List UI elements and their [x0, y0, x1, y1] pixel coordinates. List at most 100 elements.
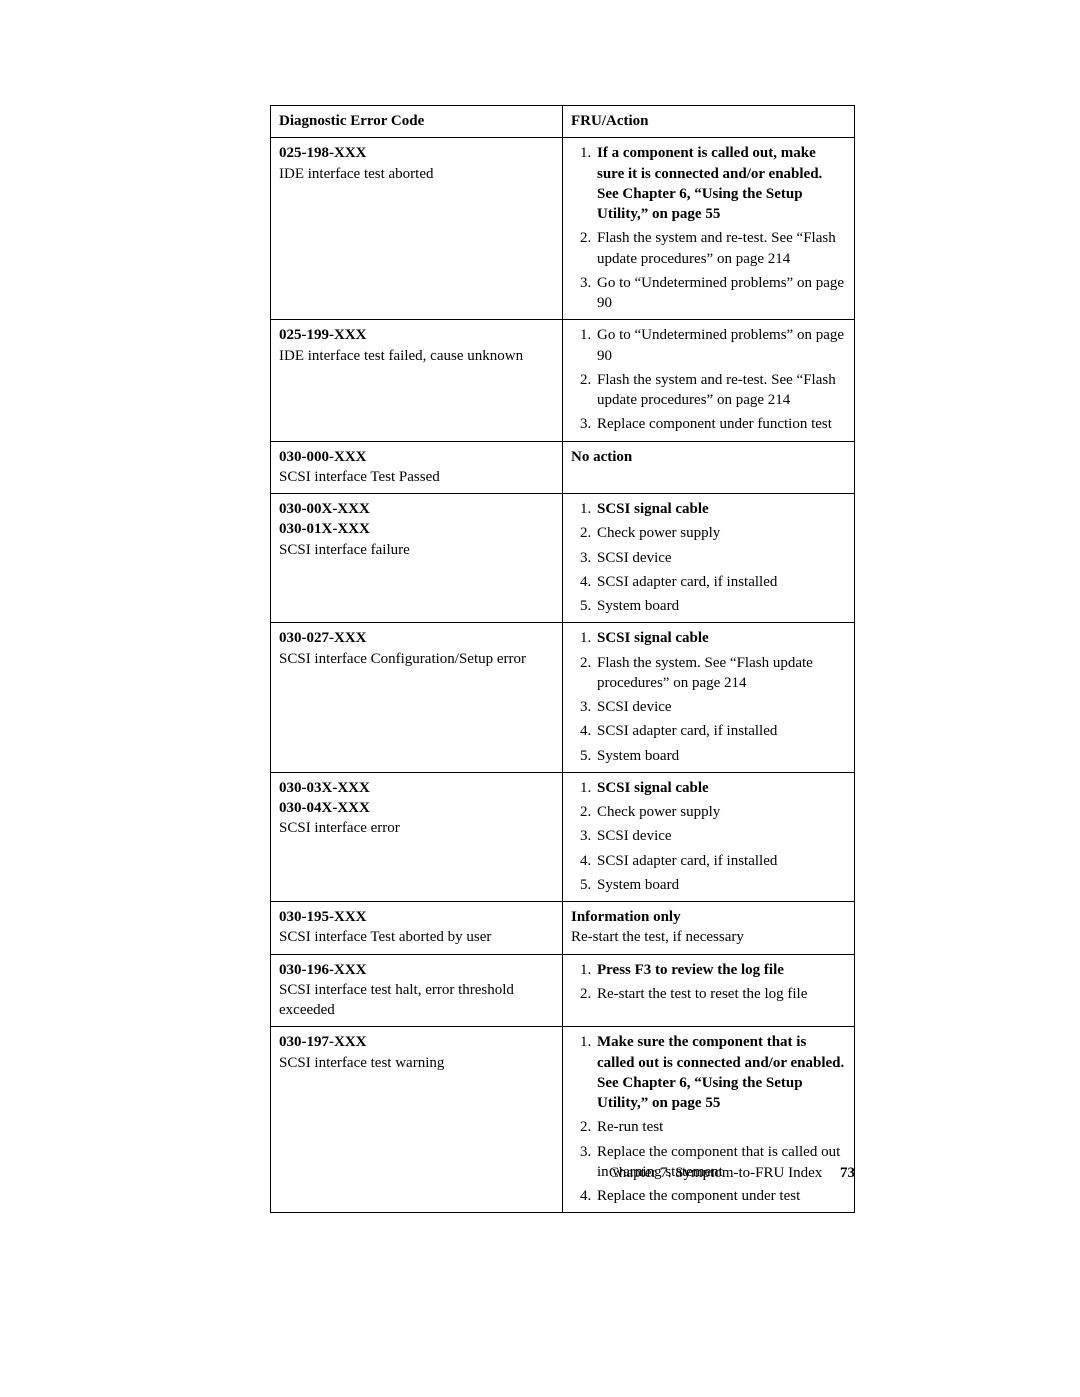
error-code: 030-197-XXX	[279, 1032, 554, 1052]
action-item: Press F3 to review the log file	[595, 960, 846, 980]
action-item-text: Re-start the test to reset the log file	[597, 986, 807, 1002]
error-code: 030-196-XXX	[279, 960, 554, 980]
action-item: Check power supply	[595, 802, 846, 822]
action-item: SCSI signal cable	[595, 499, 846, 519]
action-item: SCSI adapter card, if installed	[595, 572, 846, 592]
table-row: 025-199-XXXIDE interface test failed, ca…	[271, 320, 855, 441]
error-desc: SCSI interface error	[279, 818, 554, 838]
action-item: SCSI device	[595, 548, 846, 568]
error-desc: SCSI interface Test Passed	[279, 467, 554, 487]
action-item: Flash the system and re-test. See “Flash…	[595, 228, 846, 269]
error-code: 030-027-XXX	[279, 628, 554, 648]
error-desc: SCSI interface test halt, error threshol…	[279, 980, 554, 1021]
action-item: SCSI adapter card, if installed	[595, 721, 846, 741]
error-desc: SCSI interface Configuration/Setup error	[279, 649, 554, 669]
action-item-text: Press F3 to review the log file	[597, 962, 784, 978]
action-list: SCSI signal cable Flash the system. See “…	[571, 628, 846, 766]
action-item-text: SCSI signal cable	[597, 630, 709, 646]
action-item: Flash the system. See “Flash update proc…	[595, 653, 846, 694]
action-item-text: SCSI adapter card, if installed	[597, 853, 777, 869]
error-desc: IDE interface test failed, cause unknown	[279, 346, 554, 366]
action-item-text: Flash the system and re-test. See “Flash…	[597, 230, 836, 266]
col-header-action: FRU/Action	[563, 106, 855, 138]
action-cell: No action	[563, 441, 855, 494]
action-item: System board	[595, 596, 846, 616]
table-row: 030-196-XXXSCSI interface test halt, err…	[271, 954, 855, 1027]
action-item-text: SCSI device	[597, 550, 672, 566]
table-row: 030-027-XXXSCSI interface Configuration/…	[271, 623, 855, 773]
error-desc: SCSI interface failure	[279, 540, 554, 560]
diagnostic-cell: 030-027-XXXSCSI interface Configuration/…	[271, 623, 563, 773]
table-row: 030-000-XXXSCSI interface Test Passed No …	[271, 441, 855, 494]
action-item-text: System board	[597, 598, 679, 614]
action-item: Re-start the test to reset the log file	[595, 984, 846, 1004]
action-item-text: Replace the component under test	[597, 1188, 800, 1204]
page-footer: Chapter 7. Symptom-to-FRU Index 73	[609, 1165, 855, 1182]
col-header-diagnostic: Diagnostic Error Code	[271, 106, 563, 138]
action-item: SCSI device	[595, 697, 846, 717]
action-item-text: System board	[597, 748, 679, 764]
error-code: 030-01X-XXX	[279, 519, 554, 539]
action-item: System board	[595, 746, 846, 766]
action-item: System board	[595, 875, 846, 895]
action-item: Flash the system and re-test. See “Flash…	[595, 370, 846, 411]
action-item-text: Re-run test	[597, 1119, 663, 1135]
action-item: SCSI device	[595, 826, 846, 846]
action-list: SCSI signal cable Check power supply SCSI …	[571, 499, 846, 616]
table-row: 030-197-XXXSCSI interface test warning Ma…	[271, 1027, 855, 1213]
action-cell: Go to “Undetermined problems” on page 90…	[563, 320, 855, 441]
error-code: 030-03X-XXX	[279, 778, 554, 798]
footer-chapter: Chapter 7. Symptom-to-FRU Index	[609, 1165, 822, 1181]
table-row: 025-198-XXXIDE interface test aborted If …	[271, 138, 855, 320]
action-text: No action	[571, 447, 846, 467]
action-cell: Information onlyRe-start the test, if ne…	[563, 902, 855, 955]
action-item: Re-run test	[595, 1117, 846, 1137]
diagnostic-cell: 030-196-XXXSCSI interface test halt, err…	[271, 954, 563, 1027]
action-item-text: Check power supply	[597, 525, 720, 541]
error-code: 030-04X-XXX	[279, 798, 554, 818]
action-list: SCSI signal cable Check power supply SCSI …	[571, 778, 846, 895]
diagnostic-cell: 030-197-XXXSCSI interface test warning	[271, 1027, 563, 1213]
diagnostic-cell: 030-195-XXXSCSI interface Test aborted b…	[271, 902, 563, 955]
error-code: 025-198-XXX	[279, 143, 554, 163]
action-item: SCSI signal cable	[595, 628, 846, 648]
action-item-text: Check power supply	[597, 804, 720, 820]
action-item: Go to “Undetermined problems” on page 90	[595, 273, 846, 314]
action-item: Replace component under function test	[595, 414, 846, 434]
diagnostic-cell: 030-03X-XXX030-04X-XXXSCSI interface err…	[271, 772, 563, 901]
table-header-row: Diagnostic Error Code FRU/Action	[271, 106, 855, 138]
action-item-text: If a component is called out, make sure …	[597, 145, 822, 222]
action-cell: Press F3 to review the log file Re-start …	[563, 954, 855, 1027]
action-cell: If a component is called out, make sure …	[563, 138, 855, 320]
action-item-text: SCSI device	[597, 699, 672, 715]
action-item: Check power supply	[595, 523, 846, 543]
error-code: 025-199-XXX	[279, 325, 554, 345]
error-code: 030-195-XXX	[279, 907, 554, 927]
action-item: If a component is called out, make sure …	[595, 143, 846, 224]
action-item-text: Flash the system. See “Flash update proc…	[597, 655, 813, 691]
action-item-text: Make sure the component that is called o…	[597, 1034, 844, 1111]
diagnostic-cell: 030-00X-XXX030-01X-XXXSCSI interface fai…	[271, 494, 563, 623]
action-list: Press F3 to review the log file Re-start …	[571, 960, 846, 1005]
action-item-text: Flash the system and re-test. See “Flash…	[597, 372, 836, 408]
action-item-text: Replace component under function test	[597, 416, 832, 432]
action-subtext: Re-start the test, if necessary	[571, 927, 846, 947]
table-row: 030-195-XXXSCSI interface Test aborted b…	[271, 902, 855, 955]
diagnostic-cell: 030-000-XXXSCSI interface Test Passed	[271, 441, 563, 494]
action-cell: Make sure the component that is called o…	[563, 1027, 855, 1213]
action-item: Make sure the component that is called o…	[595, 1032, 846, 1113]
action-list: If a component is called out, make sure …	[571, 143, 846, 313]
action-cell: SCSI signal cable Check power supply SCSI …	[563, 494, 855, 623]
error-desc: SCSI interface test warning	[279, 1053, 554, 1073]
error-code: 030-000-XXX	[279, 447, 554, 467]
action-list: Go to “Undetermined problems” on page 90…	[571, 325, 846, 434]
error-desc: IDE interface test aborted	[279, 164, 554, 184]
action-cell: SCSI signal cable Flash the system. See “…	[563, 623, 855, 773]
diagnostic-cell: 025-199-XXXIDE interface test failed, ca…	[271, 320, 563, 441]
action-cell: SCSI signal cable Check power supply SCSI …	[563, 772, 855, 901]
table-row: 030-03X-XXX030-04X-XXXSCSI interface err…	[271, 772, 855, 901]
action-item-text: SCSI adapter card, if installed	[597, 723, 777, 739]
action-item-text: Go to “Undetermined problems” on page 90	[597, 327, 844, 363]
action-item: Go to “Undetermined problems” on page 90	[595, 325, 846, 366]
action-item: SCSI signal cable	[595, 778, 846, 798]
